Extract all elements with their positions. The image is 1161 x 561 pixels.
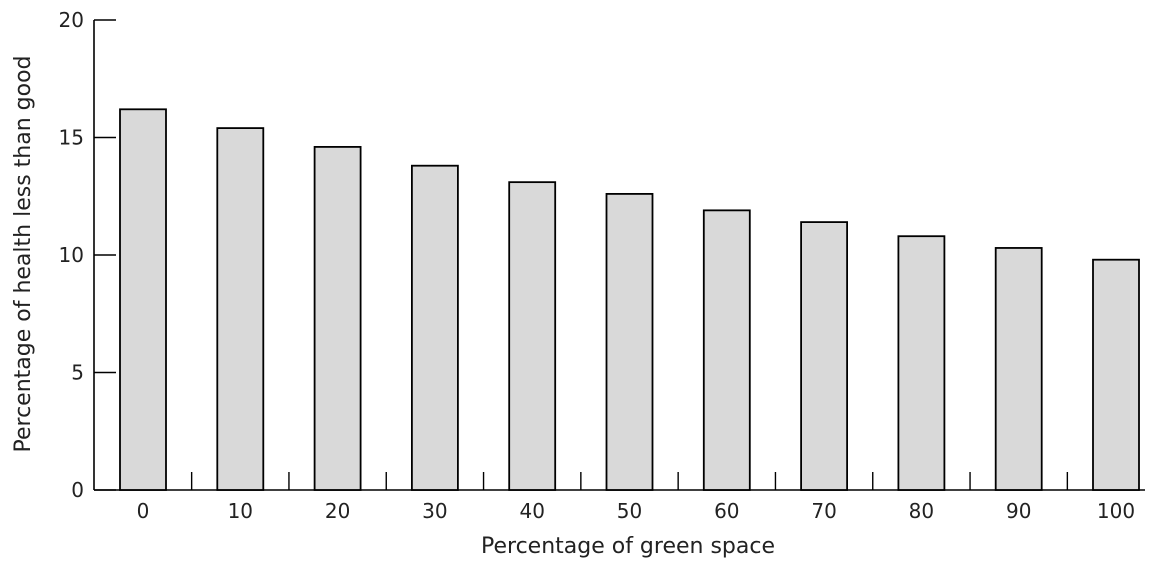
bar-60 bbox=[702, 209, 751, 491]
y-tick-label: 0 bbox=[71, 478, 84, 502]
y-tick-label: 15 bbox=[59, 126, 84, 150]
x-axis: 0 10 20 30 40 50 60 70 80 90 100 bbox=[94, 472, 1145, 523]
bars bbox=[119, 108, 1140, 491]
y-tick-label: 10 bbox=[59, 243, 84, 267]
x-tick-label: 70 bbox=[811, 499, 836, 523]
x-tick-label: 60 bbox=[714, 499, 739, 523]
x-tick-label: 0 bbox=[137, 499, 150, 523]
bar-30 bbox=[410, 164, 459, 491]
bar-50 bbox=[605, 192, 654, 491]
bar-20 bbox=[313, 145, 362, 491]
x-tick-label: 10 bbox=[228, 499, 253, 523]
bar-0 bbox=[119, 108, 167, 491]
x-tick-label: 80 bbox=[909, 499, 934, 523]
x-tick-label: 30 bbox=[422, 499, 447, 523]
bar-70 bbox=[800, 221, 848, 491]
bar-80 bbox=[897, 235, 946, 491]
x-tick-label: 40 bbox=[519, 499, 544, 523]
x-axis-label: Percentage of green space bbox=[481, 534, 775, 559]
y-tick-label: 20 bbox=[59, 8, 84, 32]
x-tick-label: 90 bbox=[1006, 499, 1031, 523]
bar-100 bbox=[1092, 258, 1140, 491]
x-tick-label: 50 bbox=[617, 499, 642, 523]
y-tick-label: 5 bbox=[71, 361, 84, 385]
bar-90 bbox=[994, 247, 1043, 491]
bar-10 bbox=[216, 127, 265, 491]
bar-40 bbox=[508, 181, 557, 491]
y-axis-label: Percentage of health less than good bbox=[11, 56, 36, 453]
x-tick-label: 100 bbox=[1097, 499, 1135, 523]
y-axis: 0 5 10 15 20 bbox=[59, 8, 116, 502]
x-tick-label: 20 bbox=[325, 499, 350, 523]
